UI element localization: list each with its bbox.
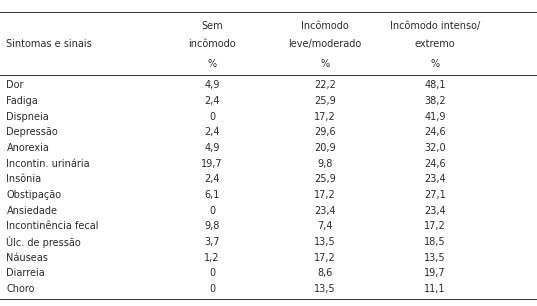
Text: 17,2: 17,2 [314, 112, 336, 121]
Text: Choro: Choro [6, 284, 35, 294]
Text: 2,4: 2,4 [205, 127, 220, 137]
Text: 18,5: 18,5 [424, 237, 446, 247]
Text: 9,8: 9,8 [205, 221, 220, 231]
Text: 32,0: 32,0 [424, 143, 446, 153]
Text: %: % [208, 59, 216, 69]
Text: Dispneia: Dispneia [6, 112, 49, 121]
Text: 0: 0 [209, 112, 215, 121]
Text: extremo: extremo [415, 39, 455, 49]
Text: 0: 0 [209, 284, 215, 294]
Text: 20,9: 20,9 [314, 143, 336, 153]
Text: 48,1: 48,1 [424, 80, 446, 90]
Text: leve/moderado: leve/moderado [288, 39, 361, 49]
Text: 25,9: 25,9 [314, 96, 336, 106]
Text: Depressão: Depressão [6, 127, 58, 137]
Text: 19,7: 19,7 [424, 268, 446, 278]
Text: 23,4: 23,4 [424, 206, 446, 216]
Text: 4,9: 4,9 [205, 143, 220, 153]
Text: 0: 0 [209, 206, 215, 216]
Text: Fadiga: Fadiga [6, 96, 38, 106]
Text: Diarreia: Diarreia [6, 268, 45, 278]
Text: Insônia: Insônia [6, 174, 41, 184]
Text: 4,9: 4,9 [205, 80, 220, 90]
Text: incômodo: incômodo [188, 39, 236, 49]
Text: 2,4: 2,4 [205, 96, 220, 106]
Text: Obstipação: Obstipação [6, 190, 62, 200]
Text: 38,2: 38,2 [424, 96, 446, 106]
Text: 9,8: 9,8 [317, 159, 332, 169]
Text: 17,2: 17,2 [314, 253, 336, 263]
Text: 0: 0 [209, 268, 215, 278]
Text: Incômodo intenso/: Incômodo intenso/ [390, 21, 480, 31]
Text: Ansiedade: Ansiedade [6, 206, 57, 216]
Text: Incontinência fecal: Incontinência fecal [6, 221, 99, 231]
Text: %: % [321, 59, 329, 69]
Text: 13,5: 13,5 [314, 284, 336, 294]
Text: 11,1: 11,1 [424, 284, 446, 294]
Text: 8,6: 8,6 [317, 268, 332, 278]
Text: Náuseas: Náuseas [6, 253, 48, 263]
Text: %: % [431, 59, 439, 69]
Text: 41,9: 41,9 [424, 112, 446, 121]
Text: 27,1: 27,1 [424, 190, 446, 200]
Text: 13,5: 13,5 [314, 237, 336, 247]
Text: Úlc. de pressão: Úlc. de pressão [6, 236, 81, 248]
Text: Incontin. urinária: Incontin. urinária [6, 159, 90, 169]
Text: 1,2: 1,2 [205, 253, 220, 263]
Text: Sem: Sem [201, 21, 223, 31]
Text: 13,5: 13,5 [424, 253, 446, 263]
Text: 3,7: 3,7 [205, 237, 220, 247]
Text: 2,4: 2,4 [205, 174, 220, 184]
Text: Dor: Dor [6, 80, 24, 90]
Text: 7,4: 7,4 [317, 221, 332, 231]
Text: Sintomas e sinais: Sintomas e sinais [6, 39, 92, 49]
Text: 24,6: 24,6 [424, 127, 446, 137]
Text: 24,6: 24,6 [424, 159, 446, 169]
Text: 29,6: 29,6 [314, 127, 336, 137]
Text: 23,4: 23,4 [424, 174, 446, 184]
Text: 17,2: 17,2 [424, 221, 446, 231]
Text: 25,9: 25,9 [314, 174, 336, 184]
Text: 6,1: 6,1 [205, 190, 220, 200]
Text: 17,2: 17,2 [314, 190, 336, 200]
Text: 19,7: 19,7 [201, 159, 223, 169]
Text: 23,4: 23,4 [314, 206, 336, 216]
Text: Incômodo: Incômodo [301, 21, 349, 31]
Text: Anorexia: Anorexia [6, 143, 49, 153]
Text: 22,2: 22,2 [314, 80, 336, 90]
